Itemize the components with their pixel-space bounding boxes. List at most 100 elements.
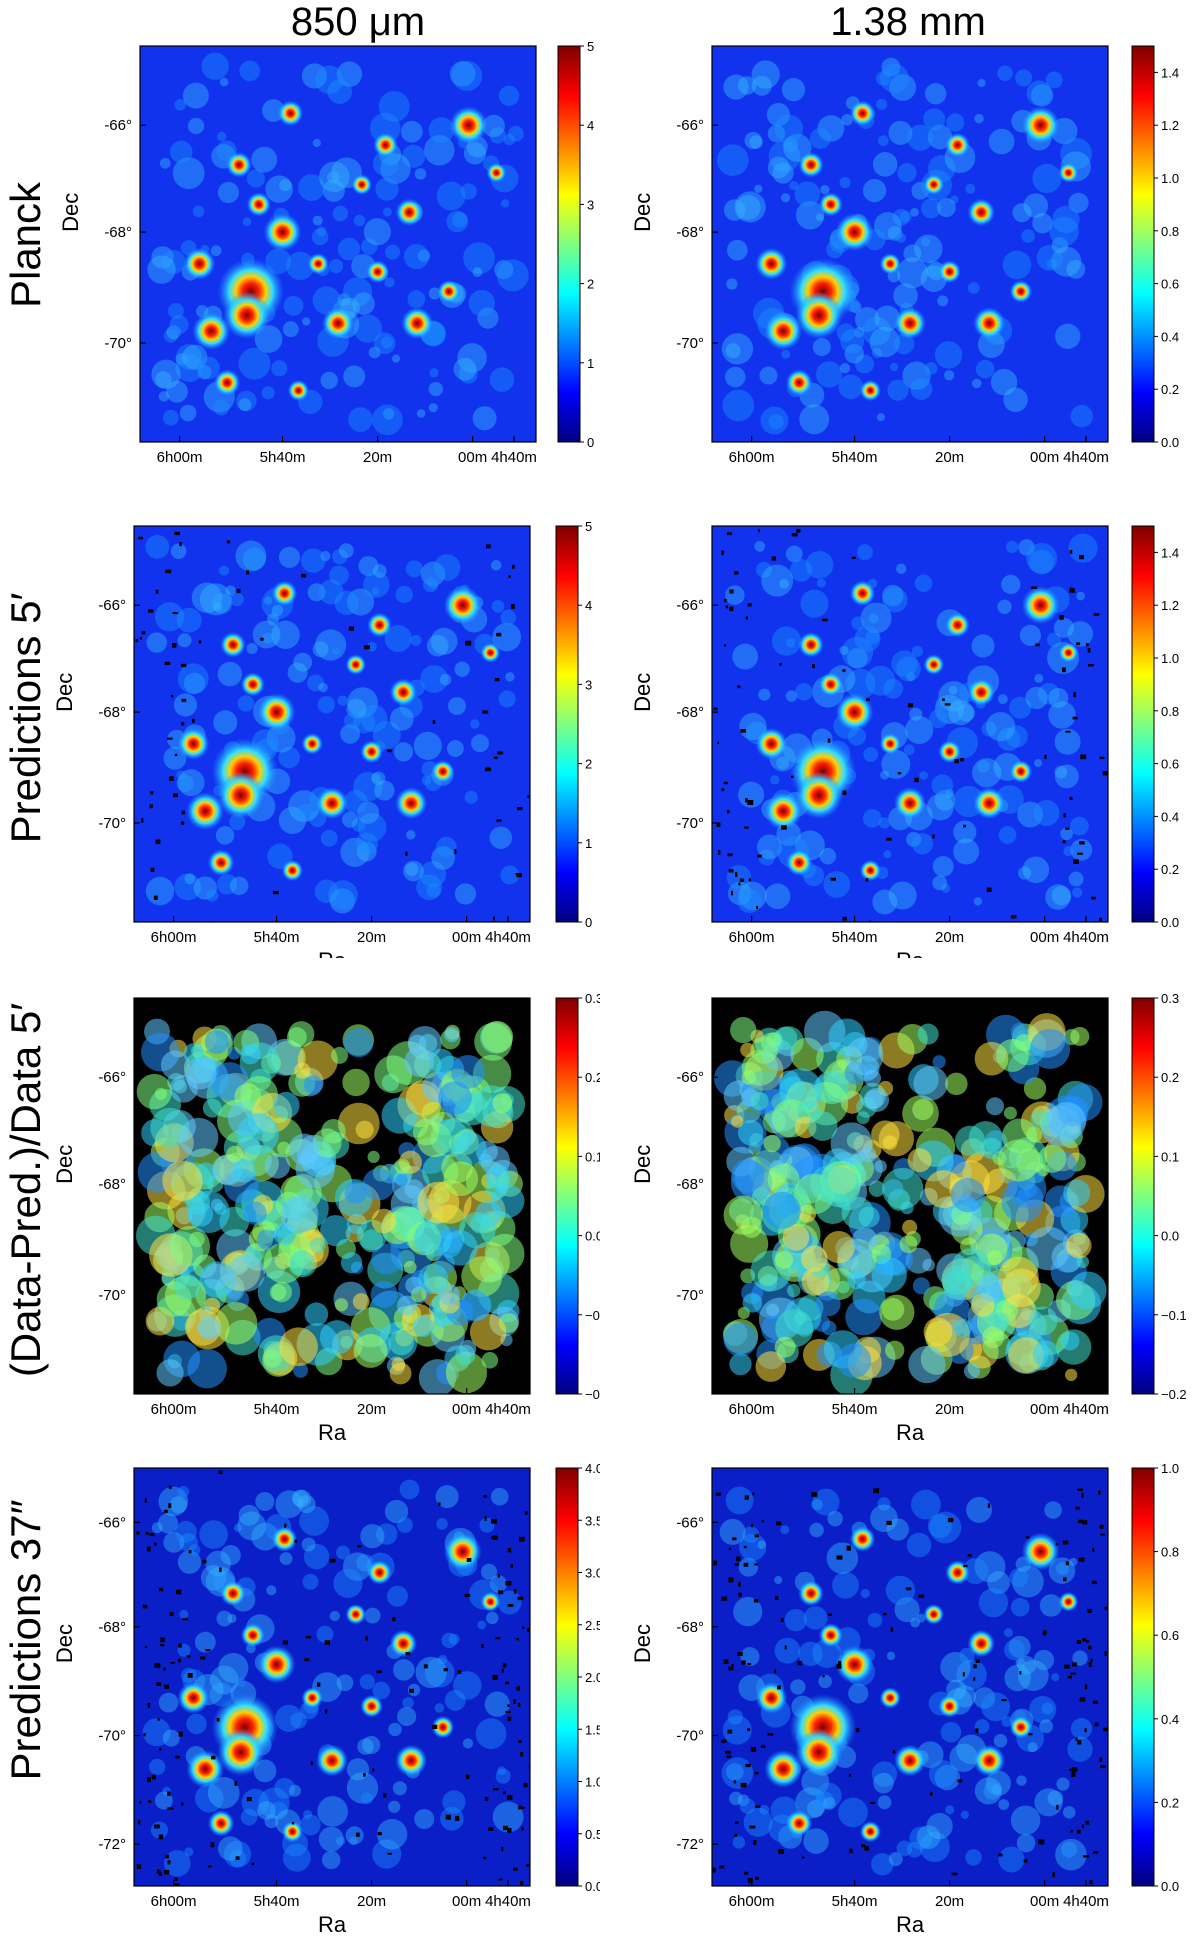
emission-blob	[859, 859, 882, 882]
masked-pixel	[739, 878, 745, 882]
emission-filament	[337, 695, 348, 706]
emission-filament	[503, 133, 516, 146]
emission-filament	[868, 613, 879, 624]
emission-filament	[288, 790, 321, 823]
masked-pixel	[1071, 1767, 1078, 1772]
emission-filament	[357, 801, 380, 824]
emission-filament	[374, 780, 395, 801]
residual-patch	[459, 1290, 492, 1322]
colorbar	[555, 1467, 579, 1887]
masked-pixel	[740, 729, 746, 733]
emission-filament	[388, 1800, 401, 1813]
emission-filament	[906, 672, 916, 682]
emission-filament	[416, 874, 443, 901]
masked-pixel	[216, 1717, 220, 1722]
residual-patch	[443, 1161, 479, 1197]
emission-filament	[803, 1828, 829, 1854]
emission-filament	[385, 244, 401, 260]
emission-filament	[873, 212, 902, 240]
y-tick-label: -66°	[104, 117, 132, 134]
masked-pixel	[517, 1596, 524, 1601]
emission-filament	[360, 238, 378, 255]
colorbar-tick-label: 3.5	[585, 1513, 600, 1528]
emission-blob	[945, 1560, 970, 1585]
emission-filament	[871, 347, 883, 359]
colorbar-tick-label: −0.1	[1161, 1308, 1187, 1323]
masked-pixel	[506, 1795, 513, 1800]
masked-pixel	[1035, 643, 1040, 647]
masked-pixel	[526, 1864, 530, 1867]
emission-blob	[755, 727, 788, 760]
emission-filament	[351, 817, 366, 832]
masked-pixel	[796, 528, 801, 533]
masked-pixel	[1103, 1727, 1108, 1732]
masked-pixel	[174, 531, 180, 536]
masked-pixel	[791, 775, 794, 778]
masked-pixel	[851, 556, 856, 559]
residual-patch	[902, 1219, 918, 1235]
colorbar-tick-label: 2.0	[585, 1670, 600, 1685]
emission-filament	[856, 544, 873, 561]
emission-blob	[192, 312, 231, 351]
masked-pixel	[774, 1669, 777, 1673]
masked-pixel	[737, 1651, 743, 1657]
emission-filament	[480, 1563, 498, 1580]
emission-filament	[1025, 686, 1048, 710]
y-axis-label: Dec	[52, 1624, 77, 1663]
emission-filament	[262, 632, 274, 644]
y-tick-label: -66°	[676, 597, 704, 614]
masked-pixel	[1062, 839, 1066, 844]
masked-pixel	[365, 1636, 368, 1641]
residual-patch	[256, 1228, 279, 1251]
emission-filament	[454, 661, 470, 677]
emission-filament	[500, 609, 517, 626]
emission-filament	[815, 1782, 842, 1809]
emission-filament	[910, 1617, 920, 1628]
masked-pixel	[1088, 1662, 1092, 1666]
map-frame	[139, 45, 537, 443]
emission-filament	[941, 883, 951, 893]
masked-pixel	[838, 1661, 842, 1666]
colorbar-tick-label: 4	[587, 118, 594, 133]
y-axis-label: Dec	[58, 193, 83, 232]
emission-blob	[938, 260, 962, 284]
emission-filament	[1019, 624, 1042, 646]
emission-filament	[893, 283, 918, 309]
emission-filament	[357, 1738, 374, 1755]
emission-filament	[877, 135, 889, 147]
masked-pixel	[743, 1562, 749, 1567]
emission-filament	[274, 1777, 296, 1799]
residual-patch	[1017, 1189, 1031, 1203]
masked-pixel	[492, 916, 496, 921]
emission-filament	[278, 806, 307, 835]
emission-filament	[911, 1489, 941, 1520]
emission-filament	[862, 808, 882, 828]
emission-filament	[949, 1743, 978, 1772]
masked-pixel	[160, 1643, 165, 1647]
residual-patch	[942, 1270, 973, 1300]
y-tick-label: -72°	[98, 1836, 126, 1853]
residual-patch	[405, 1276, 423, 1294]
x-tick-label: 6h00m	[157, 449, 203, 466]
emission-filament	[400, 120, 423, 143]
emission-filament	[402, 144, 426, 168]
emission-filament	[301, 63, 328, 89]
emission-filament	[282, 321, 299, 338]
emission-filament	[457, 343, 487, 373]
emission-filament	[809, 128, 831, 150]
emission-filament	[428, 381, 443, 397]
masked-pixel	[164, 1684, 169, 1689]
emission-filament	[872, 889, 898, 915]
emission-blob	[879, 253, 901, 275]
masked-pixel	[153, 1824, 160, 1829]
emission-filament	[213, 710, 238, 735]
emission-filament	[320, 551, 331, 562]
emission-filament	[346, 1758, 370, 1781]
emission-blob	[798, 1580, 824, 1607]
residual-patch	[1065, 1368, 1078, 1382]
y-tick-label: -70°	[676, 335, 704, 352]
emission-filament	[360, 704, 388, 733]
y-tick-label: -68°	[676, 1176, 704, 1193]
residual-patch	[304, 1302, 329, 1326]
emission-filament	[500, 865, 520, 885]
